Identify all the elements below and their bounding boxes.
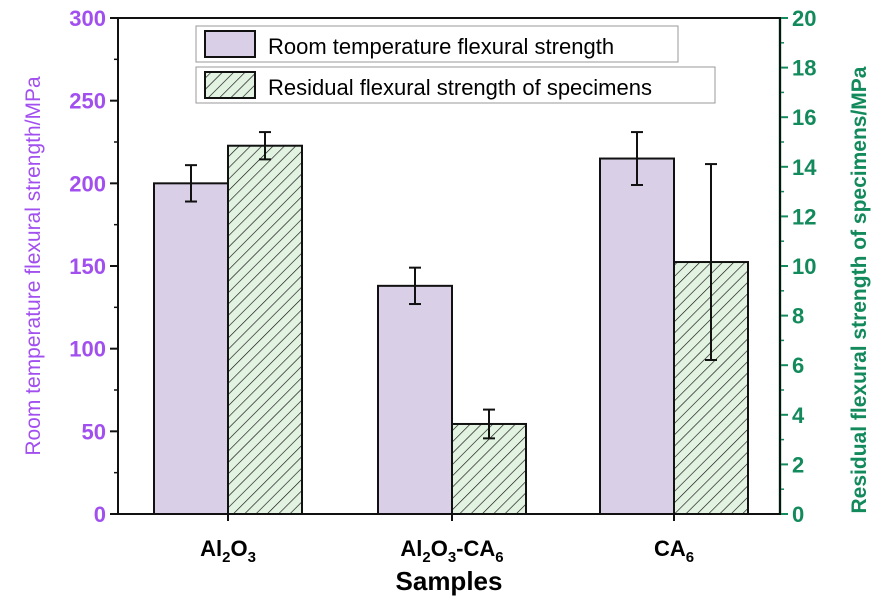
y-axis-label-left: Room temperature flexural strength/MPa — [22, 76, 45, 456]
y-tick-label-left: 200 — [69, 171, 106, 196]
y-tick-label-right: 16 — [792, 105, 816, 130]
plot-frame — [117, 17, 781, 515]
y-tick-label-left: 100 — [69, 337, 106, 362]
y-tick-label-right: 8 — [792, 304, 804, 329]
y-tick-label-left: 50 — [82, 419, 106, 444]
y-tick-label-right: 4 — [792, 403, 805, 428]
y-tick-label-right: 0 — [792, 502, 804, 527]
x-tick-label: CA6 — [654, 536, 694, 566]
y-tick-label-right: 12 — [792, 204, 816, 229]
x-tick-label: Al2O3-CA6 — [400, 536, 503, 566]
y-tick-label-left: 300 — [69, 6, 106, 31]
bar-room — [599, 157, 675, 516]
y-tick-label-right: 20 — [792, 6, 816, 31]
y-tick-label-left: 250 — [69, 89, 106, 114]
y-tick-label-right: 18 — [792, 56, 816, 81]
legend-label-residual: Residual flexural strength of specimens — [268, 75, 652, 100]
bar-residual — [227, 144, 303, 515]
legend-label-room: Room temperature flexural strength — [268, 34, 614, 59]
x-tick-label: Al2O3 — [200, 536, 256, 566]
y-tick-label-left: 0 — [94, 502, 106, 527]
legend-swatch-residual — [204, 71, 256, 99]
x-axis-label: Samples — [396, 566, 503, 596]
legend-swatch-room — [204, 30, 256, 58]
y-tick-label-right: 2 — [792, 452, 804, 477]
y-tick-label-right: 10 — [792, 254, 816, 279]
y-tick-label-right: 6 — [792, 353, 804, 378]
y-tick-label-right: 14 — [792, 155, 817, 180]
y-tick-label-left: 150 — [69, 254, 106, 279]
bar-room — [377, 284, 453, 515]
y-axis-label-right: Residual flexural strength of specimens/… — [848, 66, 871, 513]
bar-room — [153, 182, 229, 515]
legend: Room temperature flexural strength Resid… — [195, 25, 716, 104]
